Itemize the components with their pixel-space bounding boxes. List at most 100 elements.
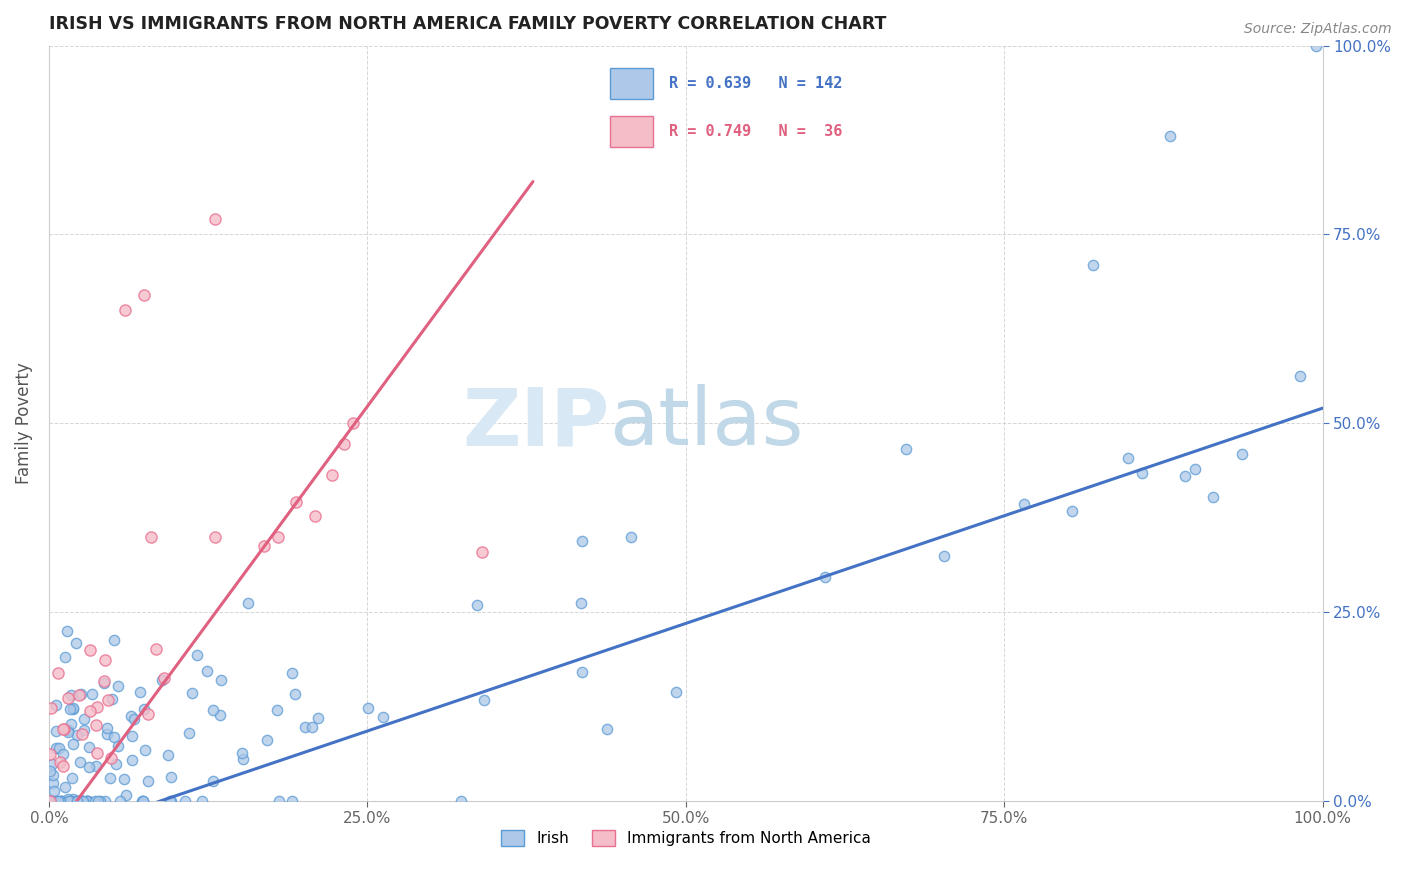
Point [39,747,62,761]
Point [56,723,79,737]
Point [66,794,89,808]
Point [1184,462,1206,476]
Point [157,748,180,763]
Point [46,665,69,680]
Point [79,643,101,657]
Point [98,771,121,785]
Point [103,731,125,745]
Point [114,303,136,318]
Point [181,686,204,700]
Point [55,794,77,808]
Point [84,759,107,773]
Point [145,642,167,657]
Point [269,794,291,808]
Point [59,794,82,808]
Point [160,770,183,784]
Point [136,773,159,788]
Point [52,747,75,761]
Point [186,648,208,663]
Point [569,595,592,609]
Point [97,693,120,707]
Point [174,794,197,808]
Point [51,794,73,808]
Point [62,792,84,806]
Point [39,764,62,779]
Point [94,794,117,808]
Point [67,688,90,702]
Point [58,690,80,705]
Point [72,794,94,808]
Point [56,624,79,638]
Point [571,533,593,548]
Point [132,702,155,716]
Point [284,687,307,701]
Point [52,722,75,736]
Point [894,442,917,457]
Point [45,723,67,738]
Point [150,673,173,687]
Point [70,794,93,808]
Point [204,530,226,544]
Point [76,794,98,808]
Point [281,666,304,681]
Point [69,794,91,808]
Point [94,653,117,667]
Point [42,784,65,798]
Point [160,794,183,808]
Point [321,467,343,482]
Point [52,758,75,772]
Point [128,685,150,699]
Point [70,727,93,741]
Point [73,723,96,737]
Point [115,788,138,802]
Point [356,700,378,714]
Point [256,733,278,747]
Point [333,437,356,451]
Point [209,673,232,687]
Point [45,698,67,713]
Point [56,792,79,806]
Point [1289,369,1312,384]
Point [132,794,155,808]
Point [70,794,93,808]
Point [131,794,153,808]
Point [664,685,686,699]
Point [39,701,62,715]
Point [232,752,254,766]
Point [121,729,143,743]
Point [103,633,125,648]
Point [86,747,108,761]
Point [596,722,619,736]
Point [1305,38,1327,53]
Point [82,687,104,701]
Point [41,794,63,808]
Point [93,675,115,690]
Point [73,712,96,726]
Point [266,703,288,717]
Point [294,720,316,734]
Point [67,794,90,808]
Point [108,794,131,808]
Point [112,772,135,786]
Point [69,687,91,701]
Point [134,288,156,302]
Point [1083,258,1105,272]
Point [107,679,129,693]
Point [51,794,73,808]
Point [202,703,225,717]
Point [1230,447,1253,461]
Point [53,780,76,794]
Point [932,549,955,564]
Point [450,794,472,808]
Point [49,755,72,769]
Point [100,751,122,765]
Point [62,702,84,716]
Point [66,728,89,742]
Point [65,794,87,808]
Point [70,794,93,808]
Point [204,212,226,227]
Point [136,707,159,722]
Point [59,688,82,702]
Point [77,760,100,774]
Legend: Irish, Immigrants from North America: Irish, Immigrants from North America [501,830,870,847]
